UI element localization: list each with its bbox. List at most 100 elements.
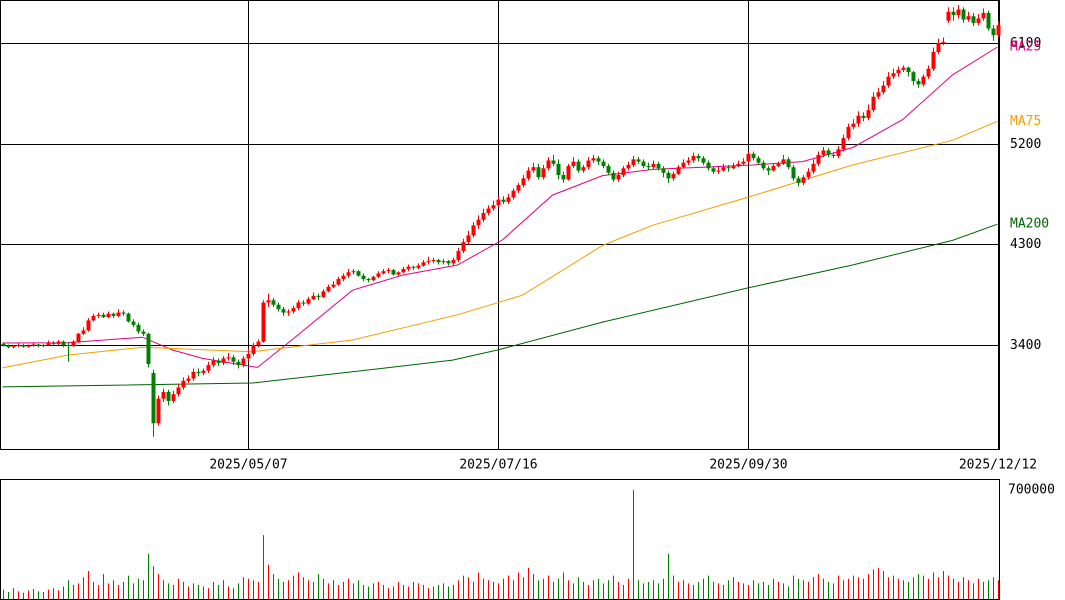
candle-body	[201, 370, 206, 373]
x-tick-label: 2025/05/07	[209, 458, 287, 473]
candle-body	[971, 16, 976, 23]
candle-body	[6, 345, 11, 348]
candle-body	[436, 260, 441, 263]
candle-body	[941, 41, 946, 44]
candle-body	[626, 164, 631, 169]
candle-body	[851, 123, 856, 127]
candle-body	[631, 159, 636, 165]
candle-body	[271, 300, 276, 305]
candle-body	[31, 344, 36, 346]
candle-body	[661, 168, 666, 173]
candle-body	[611, 172, 616, 180]
candle-body	[206, 365, 211, 371]
candle-body	[586, 160, 591, 168]
candle-body	[516, 185, 521, 191]
candle-body	[791, 167, 796, 179]
candle-body	[836, 149, 841, 157]
candle-body	[406, 266, 411, 269]
y-tick-label: 700000	[1008, 482, 1055, 497]
candle-body	[581, 167, 586, 171]
candle-body	[931, 52, 936, 69]
candle-body	[491, 205, 496, 209]
candle-body	[421, 262, 426, 266]
candle-body	[81, 330, 86, 334]
candle-body	[166, 391, 171, 401]
candle-body	[416, 265, 421, 268]
candle-body	[541, 168, 546, 178]
candle-body	[366, 279, 371, 281]
candle-body	[676, 167, 681, 174]
candle-body	[456, 251, 461, 261]
candle-body	[11, 346, 16, 348]
candle-body	[71, 341, 76, 347]
candle-body	[896, 69, 901, 74]
candle-body	[641, 161, 646, 167]
candle-body	[601, 161, 606, 167]
candle-body	[121, 312, 126, 314]
candle-body	[96, 314, 101, 316]
candle-body	[401, 268, 406, 273]
candle-body	[536, 167, 541, 178]
candle-body	[251, 344, 256, 354]
candle-body	[826, 150, 831, 155]
candle-body	[471, 225, 476, 236]
candle-body	[936, 43, 941, 53]
candle-body	[881, 85, 886, 93]
candle-body	[646, 166, 651, 168]
candle-body	[511, 190, 516, 198]
candle-body	[811, 163, 816, 172]
candle-body	[76, 333, 81, 342]
x-tick-label: 2025/12/12	[959, 458, 1037, 473]
candle-body	[171, 394, 176, 401]
candle-body	[556, 163, 561, 176]
candle-body	[706, 162, 711, 169]
candle-body	[981, 12, 986, 19]
candle-body	[246, 353, 251, 359]
candle-body	[766, 168, 771, 171]
candle-body	[446, 261, 451, 264]
y-tick-label: 6100	[1010, 36, 1041, 51]
candle-body	[946, 11, 951, 21]
candle-body	[916, 81, 921, 85]
candle-body	[621, 168, 626, 176]
candle-body	[181, 380, 186, 388]
moving-average-line	[2, 223, 998, 388]
candle-body	[781, 159, 786, 164]
candle-body	[466, 235, 471, 243]
candle-body	[776, 163, 781, 167]
candle-body	[311, 295, 316, 300]
candle-body	[486, 208, 491, 214]
candle-body	[36, 344, 41, 347]
x-tick-label: 2025/07/16	[459, 458, 537, 473]
candle-body	[991, 28, 996, 36]
candle-body	[696, 156, 701, 159]
candle-body	[431, 260, 436, 262]
candle-body	[651, 163, 656, 168]
candle-body	[926, 68, 931, 77]
candle-body	[56, 341, 61, 344]
candle-body	[391, 270, 396, 275]
candle-body	[996, 25, 1001, 36]
candle-body	[301, 302, 306, 304]
candle-body	[281, 309, 286, 313]
candle-body	[886, 76, 891, 86]
moving-average-line	[2, 46, 998, 368]
legend-label: MA75	[1010, 114, 1041, 129]
candle-body	[221, 358, 226, 363]
candle-body	[386, 270, 391, 272]
candle-body	[16, 344, 21, 347]
candle-body	[606, 166, 611, 173]
candle-body	[751, 153, 756, 159]
candle-body	[761, 162, 766, 169]
legend-label: MA25	[1010, 39, 1041, 54]
volume-panel-frame	[0, 479, 1000, 600]
candle-body	[756, 158, 761, 163]
candle-body	[276, 304, 281, 310]
candle-body	[521, 178, 526, 186]
candle-body	[191, 371, 196, 379]
candle-body	[531, 167, 536, 171]
candle-body	[476, 219, 481, 226]
candle-body	[1, 343, 6, 346]
candle-body	[746, 153, 751, 162]
candle-body	[336, 279, 341, 285]
